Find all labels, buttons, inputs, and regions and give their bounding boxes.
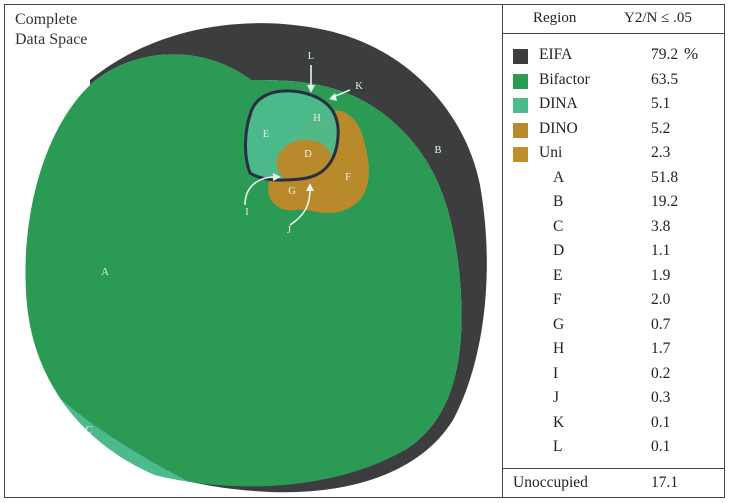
region-label-j: J — [287, 225, 291, 236]
space-label-line2: Data Space — [15, 31, 88, 48]
legend-name: DINO — [539, 119, 578, 137]
figure-frame: A B C D E F G H I J K L Complete Data Sp… — [4, 4, 725, 498]
legend-row-j: J 0.3 — [503, 387, 724, 412]
uni-swatch — [513, 147, 528, 162]
header-region: Region — [533, 10, 577, 26]
legend-row-bifactor: Bifactor 63.5 — [503, 69, 724, 94]
legend-value: 79.2 — [651, 46, 679, 63]
panel-divider — [502, 5, 503, 497]
region-value: 0.7 — [651, 315, 671, 333]
unoccupied-label: Unoccupied — [513, 474, 588, 491]
legend-row-eifa: EIFA 79.2 % — [503, 44, 724, 69]
dino-swatch — [513, 122, 528, 138]
legend-row-c: C 3.8 — [503, 216, 724, 241]
region-name: E — [553, 266, 563, 284]
region-label-b: B — [434, 145, 441, 156]
arrow-k — [332, 89, 351, 98]
region-name: J — [553, 389, 560, 406]
legend-row-k: K 0.1 — [503, 412, 724, 437]
region-value: 0.3 — [651, 389, 671, 406]
region-name: D — [553, 242, 565, 259]
region-value: 3.8 — [651, 217, 671, 235]
arrow-i — [244, 176, 276, 206]
legend-row-uni: Uni 2.3 — [503, 142, 724, 167]
dina-outline — [244, 89, 340, 182]
legend-row-l: L 0.1 — [503, 436, 724, 461]
region-name: G — [553, 315, 565, 333]
legend-name: Uni — [539, 144, 563, 161]
region-label-c: C — [85, 425, 92, 436]
legend-value: 5.2 — [651, 119, 671, 137]
region-label-g: G — [288, 186, 296, 197]
complete-data-space-label: Complete Data Space — [15, 10, 87, 50]
legend-row-h: H 1.7 — [503, 338, 724, 363]
unoccupied-value: 17.1 — [651, 474, 679, 491]
eifa-swatch — [513, 49, 528, 64]
legend-row-d: D 1.1 — [503, 240, 724, 265]
region-name: K — [553, 413, 565, 431]
region-name: I — [553, 364, 559, 382]
region-name: B — [553, 193, 564, 210]
legend-name: Bifactor — [539, 70, 590, 88]
legend-unit: % — [684, 44, 699, 63]
region-name: C — [553, 217, 564, 235]
region-label-f: F — [345, 172, 351, 183]
arrow-l-head — [307, 85, 315, 93]
region-label-d: D — [304, 149, 312, 160]
region-name: L — [553, 438, 563, 455]
legend-value: 2.3 — [651, 144, 671, 161]
legend-name: DINA — [539, 95, 578, 112]
region-value: 1.7 — [651, 340, 671, 357]
dina-swatch — [513, 98, 528, 113]
region-value: 51.8 — [651, 168, 679, 186]
arrow-i-head — [273, 173, 281, 181]
legend-name: EIFA — [539, 46, 573, 63]
legend-header: Region Y2/N ≤ .05 — [503, 5, 724, 34]
legend-row-g: G 0.7 — [503, 314, 724, 339]
region-label-l: L — [308, 51, 314, 62]
region-label-i: I — [245, 207, 249, 218]
arrow-k-head — [329, 93, 337, 101]
region-label-a: A — [101, 267, 109, 278]
legend-footer: Unoccupied 17.1 — [503, 468, 724, 498]
region-value: 1.9 — [651, 266, 671, 284]
legend-row-dino: DINO 5.2 — [503, 118, 724, 143]
bifactor-swatch — [513, 73, 528, 89]
legend-value: 5.1 — [651, 95, 671, 112]
legend-row-dina: DINA 5.1 — [503, 93, 724, 118]
legend-row-a: A 51.8 — [503, 167, 724, 192]
legend-value: 63.5 — [651, 70, 679, 88]
region-label-e: E — [263, 129, 269, 140]
arrow-j — [289, 188, 311, 226]
region-name: F — [553, 291, 562, 308]
region-name: H — [553, 340, 565, 357]
arrow-strokes — [244, 65, 351, 226]
region-value: 19.2 — [651, 193, 679, 210]
region-name: A — [553, 168, 565, 186]
venn-diagram: A B C D E F G H I J K L Complete Data Sp… — [5, 5, 502, 497]
legend-row-f: F 2.0 — [503, 289, 724, 314]
arrow-heads — [273, 85, 337, 191]
venn-svg: A B C D E F G H I J K L — [25, 23, 487, 493]
region-d-overlap — [276, 139, 332, 183]
region-value: 0.1 — [651, 438, 671, 455]
space-label-line1: Complete — [15, 11, 78, 28]
legend-row-e: E 1.9 — [503, 265, 724, 290]
legend-row-b: B 19.2 — [503, 191, 724, 216]
region-value: 2.0 — [651, 291, 671, 308]
header-stat: Y2/N ≤ .05 — [624, 10, 692, 26]
region-label-k: K — [355, 81, 363, 92]
region-value: 0.1 — [651, 413, 671, 431]
region-value: 0.2 — [651, 364, 671, 382]
legend-table: Region Y2/N ≤ .05 EIFA 79.2 % Bifactor 6… — [503, 5, 724, 497]
region-label-h: H — [313, 113, 321, 124]
region-value: 1.1 — [651, 242, 671, 259]
legend-row-i: I 0.2 — [503, 363, 724, 388]
arrow-j-head — [306, 183, 314, 191]
